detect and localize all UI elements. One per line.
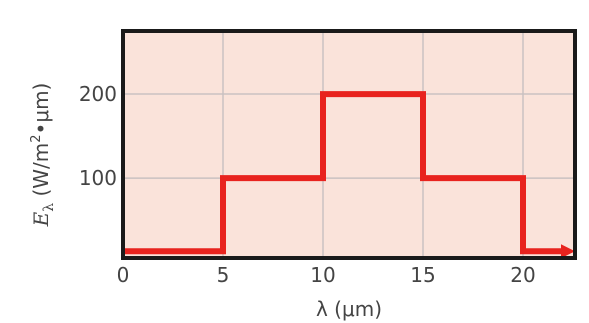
x-tick-label: 5 [217,263,230,287]
plot-background [123,31,575,258]
x-axis-label: λ (μm) [316,297,382,321]
y-tick-label: 100 [79,166,117,190]
series-line [123,91,563,255]
plot-frame [121,29,577,260]
x-tick-label: 0 [117,263,130,287]
x-tick-label: 10 [310,263,335,287]
x-tick-label: 20 [510,263,535,287]
y-axis-label: Eλ (W/m2•μm) [29,83,57,228]
x-tick-label: 15 [410,263,435,287]
y-tick-label: 200 [79,82,117,106]
tick-labels: 0 5 10 15 20 100 200 [79,82,536,287]
series-arrowhead [561,244,575,259]
